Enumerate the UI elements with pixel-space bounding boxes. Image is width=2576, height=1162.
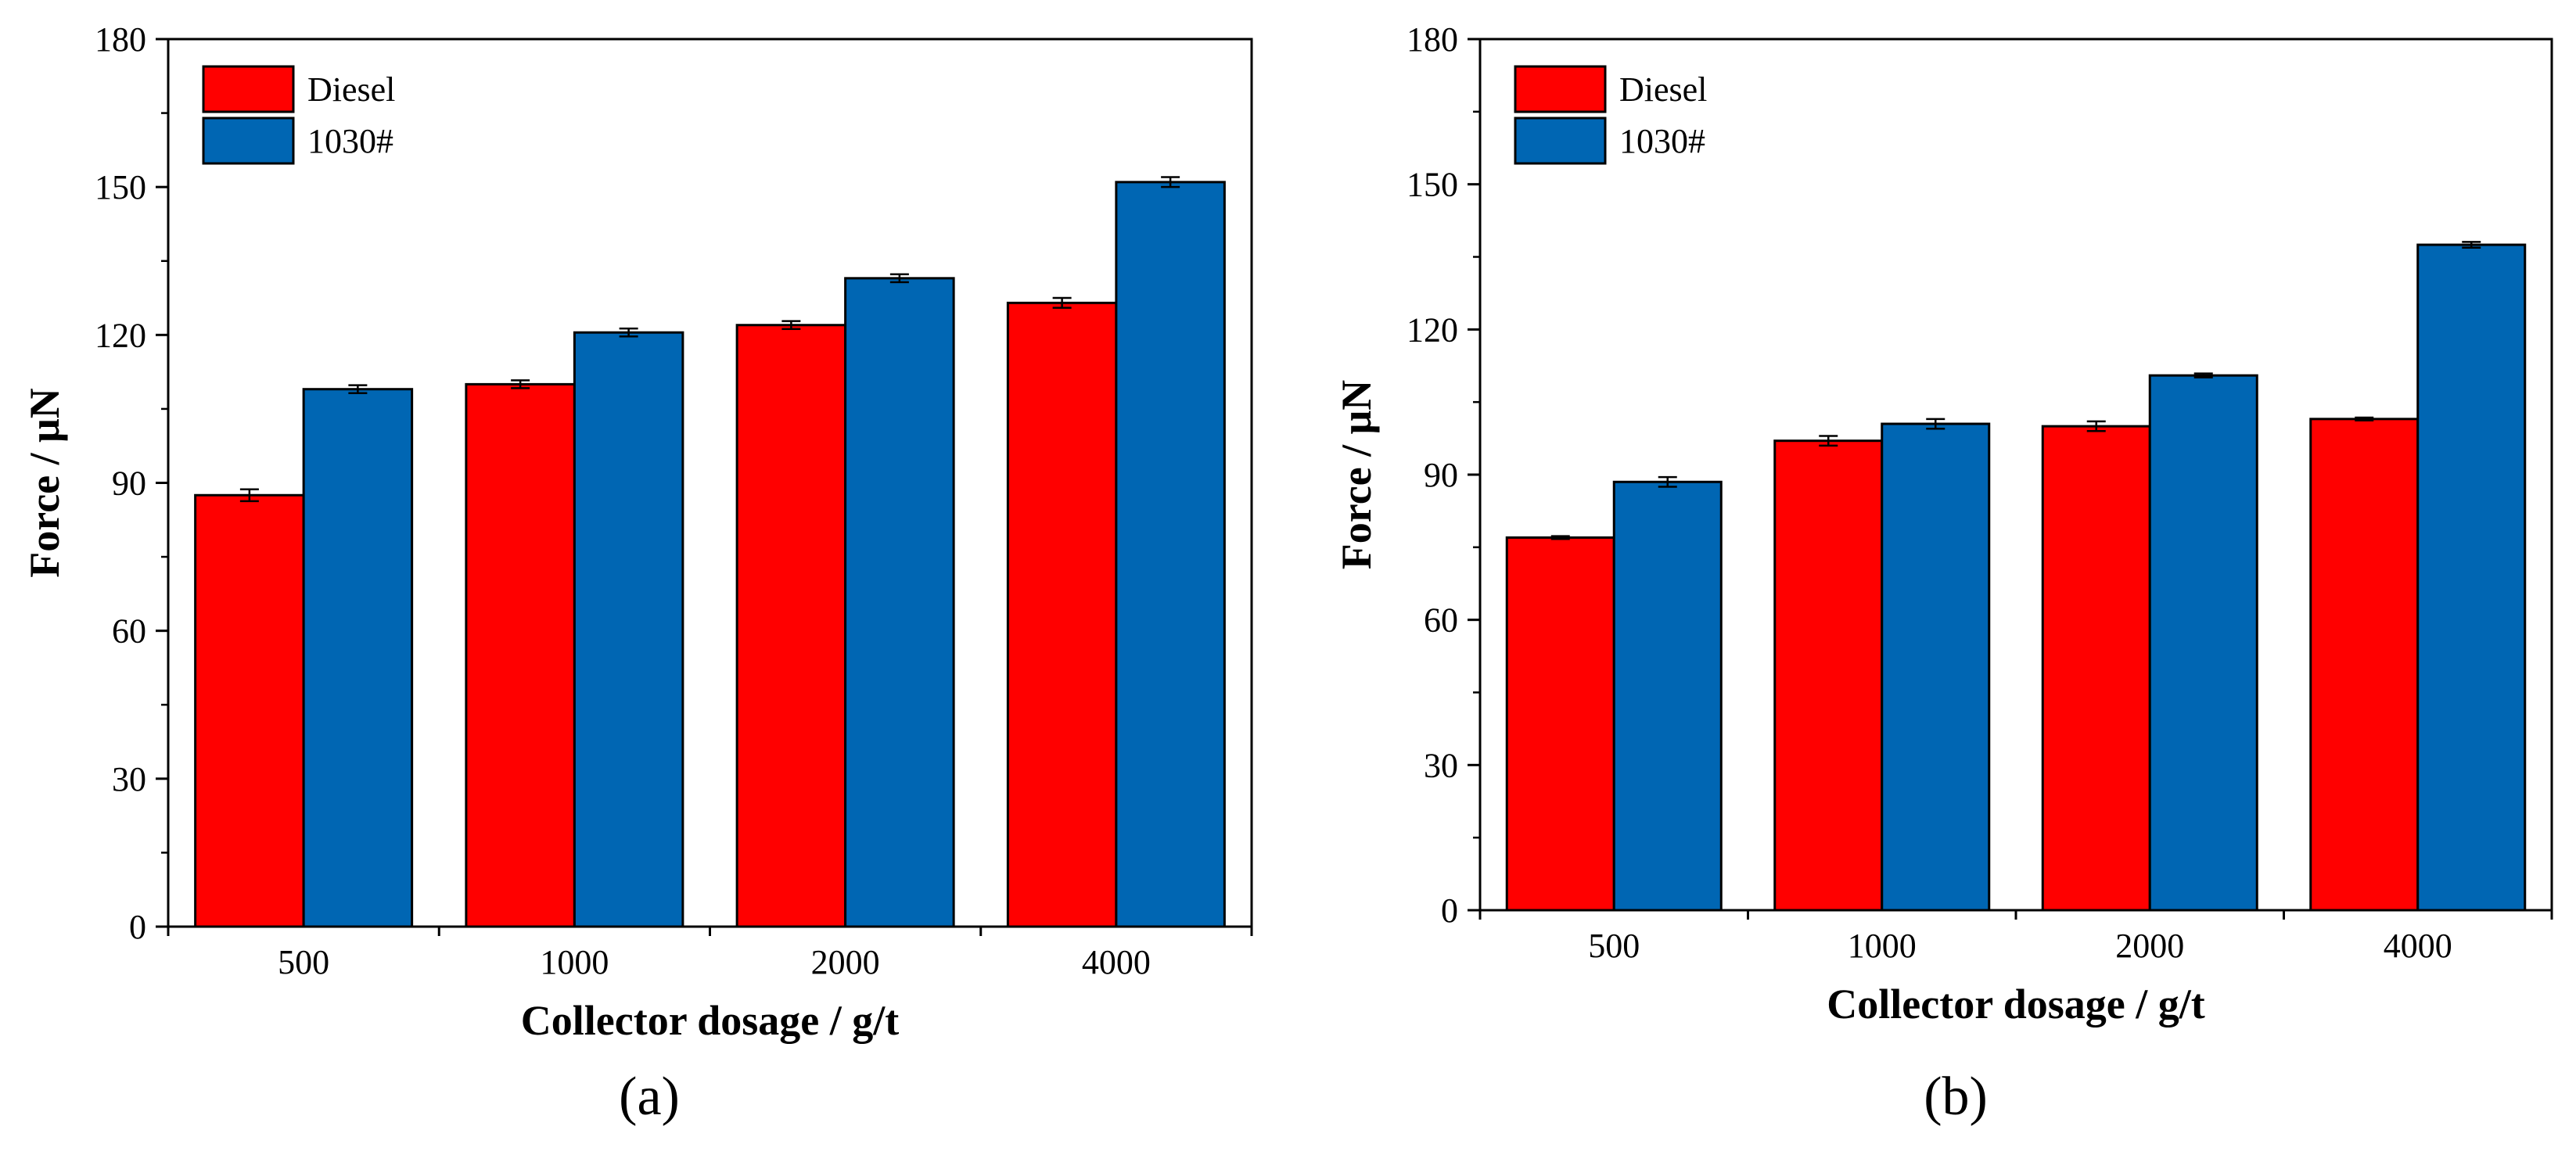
y-tick-label: 0 <box>1441 891 1458 930</box>
y-tick-label: 90 <box>112 464 146 503</box>
y-tick-label: 30 <box>1424 746 1458 784</box>
y-tick-label: 150 <box>1407 166 1458 204</box>
y-tick-label: 0 <box>129 908 146 946</box>
panel-label: (a) <box>619 1067 680 1127</box>
y-tick-label: 120 <box>1407 310 1458 349</box>
y-tick-label: 60 <box>1424 601 1458 640</box>
y-axis-title: Force / μN <box>21 388 68 578</box>
bar-diesel-2000 <box>735 324 847 928</box>
y-tick-label: 180 <box>95 20 146 59</box>
y-tick-label: 150 <box>95 168 146 206</box>
bar-1030-4000 <box>2416 243 2527 912</box>
x-tick-label-4000: 4000 <box>2384 927 2452 965</box>
bar-1030-2000 <box>2148 374 2258 912</box>
bar-diesel-1000 <box>465 382 576 928</box>
y-tick-label: 120 <box>95 316 146 354</box>
legend-swatch-1030 <box>202 117 295 165</box>
bar-1030-4000 <box>1115 181 1226 928</box>
x-tick-label-2000: 2000 <box>811 943 880 981</box>
legend-swatch-diesel <box>1514 65 1607 113</box>
bar-1030-1000 <box>1881 422 1991 912</box>
x-axis-title: Collector dosage / g/t <box>521 997 899 1044</box>
x-tick-label-2000: 2000 <box>2115 927 2184 965</box>
y-tick-label: 60 <box>112 612 146 651</box>
bar-diesel-500 <box>1505 536 1615 912</box>
y-tick-label: 180 <box>1407 20 1458 59</box>
x-tick-label-500: 500 <box>1588 927 1640 965</box>
bar-diesel-500 <box>194 493 305 928</box>
legend-label: Diesel <box>1619 70 1707 109</box>
bar-diesel-4000 <box>2309 418 2420 912</box>
legend-swatch-1030 <box>1514 117 1607 165</box>
x-axis-title: Collector dosage / g/t <box>1827 981 2204 1028</box>
y-tick-label: 90 <box>1424 456 1458 494</box>
bar-1030-500 <box>302 388 414 928</box>
chart-b: 0 30 60 90 120 150 180 500 1000 2000 4000 Collector… <box>1333 20 2553 1127</box>
x-tick-label-4000: 4000 <box>1082 943 1151 981</box>
panel-label: (b) <box>1924 1067 1988 1127</box>
bar-1030-500 <box>1612 480 1723 912</box>
legend-label: 1030# <box>307 122 393 160</box>
bar-diesel-4000 <box>1006 301 1118 928</box>
x-tick-label-500: 500 <box>278 943 329 981</box>
legend-label: Diesel <box>307 70 395 109</box>
bar-diesel-2000 <box>2041 425 2151 912</box>
bar-1030-2000 <box>844 277 955 928</box>
y-tick-label: 30 <box>112 760 146 798</box>
x-tick-label-1000: 1000 <box>1848 927 1917 965</box>
legend-swatch-diesel <box>202 65 295 113</box>
chart-a: 0 30 60 90 120 150 180 500 1000 2000 4000 Collector… <box>21 20 1253 1127</box>
legend-label: 1030# <box>1619 122 1705 160</box>
bar-1030-1000 <box>573 331 684 928</box>
bar-diesel-1000 <box>1773 439 1884 912</box>
y-axis-title: Force / μN <box>1333 380 1380 570</box>
x-tick-label-1000: 1000 <box>540 943 609 981</box>
